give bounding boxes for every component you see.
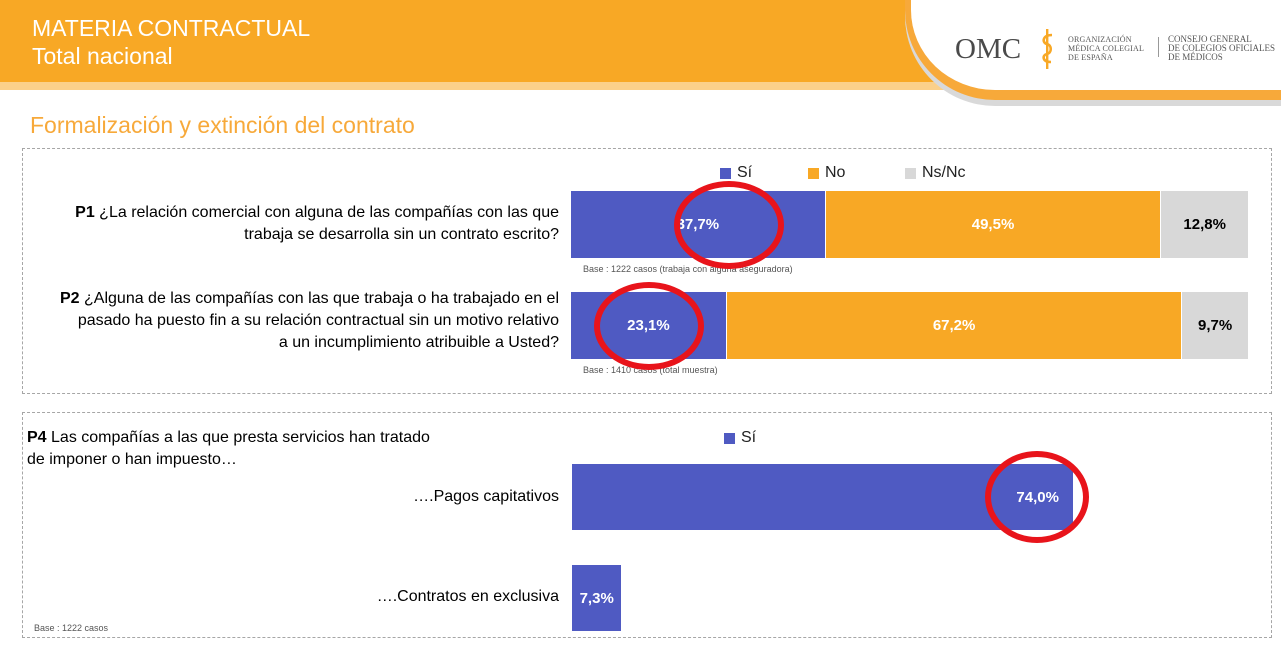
council-line-1: CONSEJO GENERAL bbox=[1168, 34, 1252, 44]
council-line-2: DE COLEGIOS OFICIALES bbox=[1168, 43, 1275, 53]
category-label-contratos: ….Contratos en exclusiva bbox=[376, 588, 559, 605]
header-shade bbox=[0, 82, 1281, 90]
question-p2-line3: a un incumplimiento atribuible a Usted? bbox=[278, 334, 559, 351]
logo-panel bbox=[905, 0, 1281, 100]
legend-swatch-si bbox=[720, 167, 731, 179]
org-line-3: DE ESPAÑA bbox=[1068, 53, 1113, 62]
question-p4: P4 Las compañías a las que presta servic… bbox=[27, 427, 527, 471]
question-p4-line1: Las compañías a las que presta servicios… bbox=[51, 429, 430, 446]
legend-item-si: Sí bbox=[720, 164, 752, 182]
bar-p2-nsnc: 9,7% bbox=[1182, 292, 1248, 359]
category-label-pagos: ….Pagos capitativos bbox=[413, 488, 559, 505]
org-line-1: ORGANIZACIÓN bbox=[1068, 35, 1132, 44]
question-code-p1: P1 bbox=[75, 204, 95, 221]
question-p1-line1: ¿La relación comercial con alguna de las… bbox=[99, 204, 559, 221]
bar-p4-pagos-capitativos: 74,0% bbox=[572, 464, 1073, 530]
question-code-p4: P4 bbox=[27, 429, 47, 446]
base-note-p2: Base : 1410 casos (total muestra) bbox=[583, 365, 718, 375]
section-title: Formalización y extinción del contrato bbox=[30, 112, 415, 138]
bar-p2-no: 67,2% bbox=[727, 292, 1181, 359]
legend-swatch-no bbox=[808, 167, 819, 179]
page-title: MATERIA CONTRACTUAL Total nacional bbox=[32, 14, 310, 70]
question-p2-line2: pasado ha puesto fin a su relación contr… bbox=[77, 312, 559, 329]
question-p1: P1 ¿La relación comercial con alguna de … bbox=[19, 202, 559, 246]
legend-item-nsnc: Ns/Nc bbox=[905, 164, 966, 182]
question-p2-line1: ¿Alguna de las compañías con las que tra… bbox=[84, 290, 559, 307]
legend-swatch-nsnc bbox=[905, 167, 916, 179]
legend-item-si-p4: Sí bbox=[724, 429, 756, 447]
bar-p1-nsnc: 12,8% bbox=[1161, 191, 1248, 258]
question-p1-line2: trabaja se desarrolla sin un contrato es… bbox=[244, 226, 559, 243]
base-note-p1: Base : 1222 casos (trabaja con alguna as… bbox=[583, 264, 793, 274]
council-name: CONSEJO GENERAL DE COLEGIOS OFICIALES DE… bbox=[1168, 35, 1275, 62]
org-name: ORGANIZACIÓN MÉDICA COLEGIAL DE ESPAÑA bbox=[1068, 35, 1144, 62]
legend-swatch-si-p4 bbox=[724, 432, 735, 444]
bar-p1-no: 49,5% bbox=[826, 191, 1160, 258]
bar-p1-si: 37,7% bbox=[571, 191, 825, 258]
legend-label-si-p4: Sí bbox=[741, 429, 757, 446]
question-p4-line2: de imponer o han impuesto… bbox=[27, 451, 237, 468]
legend-label-no: No bbox=[825, 164, 846, 181]
council-line-3: DE MÉDICOS bbox=[1168, 52, 1223, 62]
caduceus-icon bbox=[1042, 29, 1053, 69]
base-note-p4: Base : 1222 casos bbox=[34, 623, 109, 633]
bar-p4-contratos-exclusiva: 7,3% bbox=[572, 565, 622, 631]
logo-divider bbox=[1158, 37, 1159, 57]
title-line-2: Total nacional bbox=[32, 43, 173, 69]
legend-label-si: Sí bbox=[737, 164, 753, 181]
legend-item-no: No bbox=[808, 164, 845, 182]
question-p2: P2 ¿Alguna de las compañías con las que … bbox=[0, 288, 559, 354]
question-code-p2: P2 bbox=[59, 290, 80, 307]
org-line-2: MÉDICA COLEGIAL bbox=[1068, 44, 1145, 53]
chart-panel-p4 bbox=[22, 412, 1272, 638]
legend-label-nsnc: Ns/Nc bbox=[922, 164, 966, 181]
bar-p2-si: 23,1% bbox=[571, 292, 726, 359]
chart-panel-p1-p2 bbox=[22, 148, 1272, 394]
title-line-1: MATERIA CONTRACTUAL bbox=[32, 15, 311, 41]
omc-logo-text: OMC bbox=[955, 33, 1022, 65]
